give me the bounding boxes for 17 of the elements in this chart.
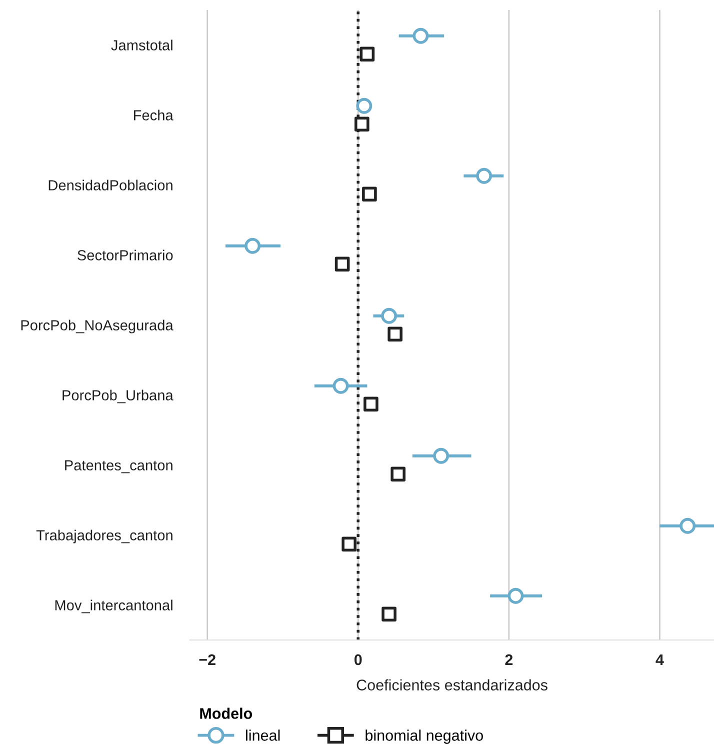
y-tick-label: Patentes_canton bbox=[65, 460, 172, 474]
y-tick-label: PorcPob_NoAsegurada bbox=[21, 320, 174, 334]
legend-label: binomial negativo bbox=[366, 730, 483, 744]
y-tick-label: DensidadPoblacion bbox=[48, 180, 172, 190]
x-tick-label: −2 bbox=[199, 654, 216, 665]
x-tick-label: 2 bbox=[505, 654, 513, 665]
x-tick-label: 4 bbox=[656, 654, 664, 665]
y-tick-label: Fecha bbox=[134, 110, 174, 120]
y-tick-label: Mov_intercantonal bbox=[55, 600, 172, 614]
y-tick-label: PorcPob_Urbana bbox=[62, 390, 174, 404]
legend-label: lineal bbox=[246, 730, 280, 741]
legend-title: Modelo bbox=[200, 708, 252, 719]
y-tick-label: SectorPrimario bbox=[78, 250, 173, 260]
y-tick-label: Trabajadores_canton bbox=[36, 530, 172, 544]
x-tick-label: 0 bbox=[354, 654, 362, 666]
x-axis-title: Coeficientes estandarizados bbox=[356, 679, 548, 690]
y-tick-label: Jamstotal bbox=[111, 40, 172, 50]
